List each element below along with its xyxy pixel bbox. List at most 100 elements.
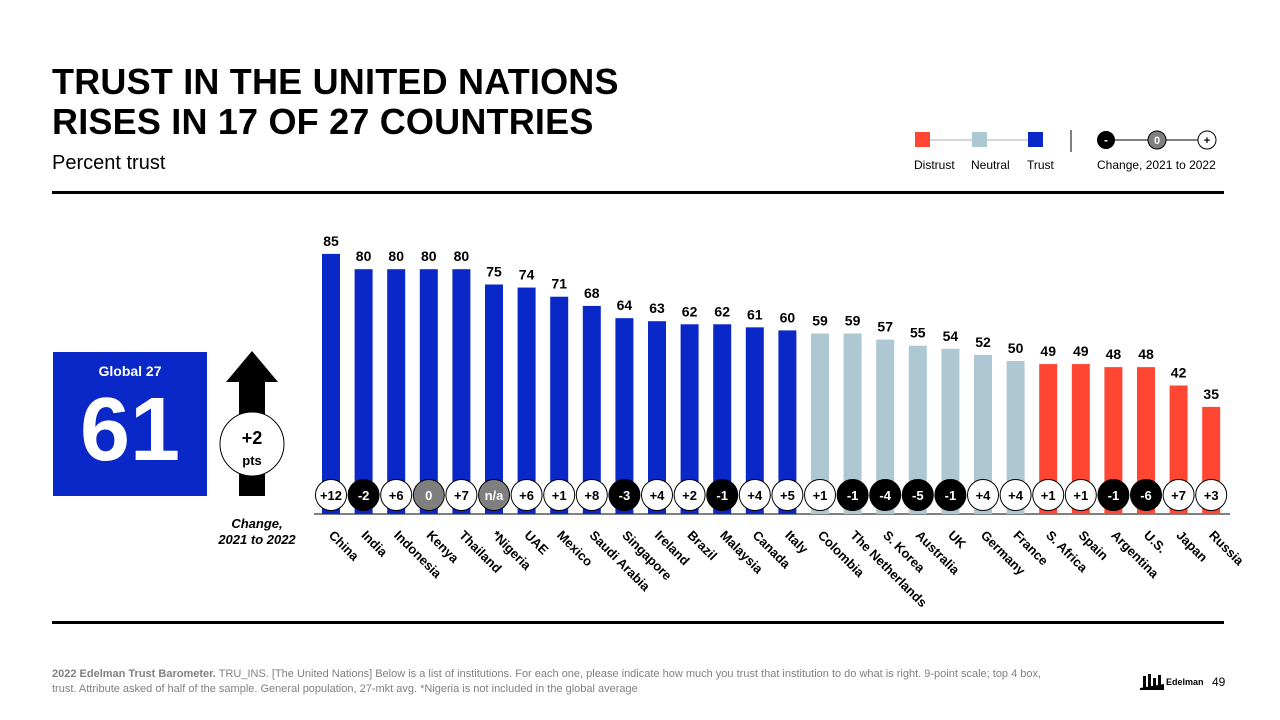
global-27-value: 61 (79, 380, 181, 480)
change-badge (901, 479, 934, 511)
bar-value-label: 35 (1203, 386, 1219, 402)
change-badge (543, 479, 576, 511)
change-badge-value: +4 (650, 488, 666, 503)
change-badge-value: +1 (1041, 488, 1056, 503)
change-badge-value: +7 (454, 488, 469, 503)
bar (843, 333, 862, 514)
footnote-text: TRU_INS. [The United Nations] Below is a… (52, 668, 1042, 695)
bar (941, 348, 960, 514)
bar-value-label: 59 (845, 312, 861, 328)
legend-pos-symbol: + (1204, 135, 1210, 147)
change-badge (1097, 479, 1130, 511)
top-divider (52, 191, 1224, 194)
change-badge-value: +2 (682, 488, 697, 503)
bar (908, 345, 927, 514)
bar-value-label: 42 (1171, 364, 1187, 380)
global-27-label: Global 27 (98, 363, 162, 379)
bar (582, 305, 601, 514)
category-tick-label: UK (945, 528, 969, 552)
change-badge (967, 479, 999, 511)
change-caption-line-2: 2021 to 2022 (218, 532, 296, 547)
page-title: TRUST IN THE UNITED NATIONS RISES IN 17 … (52, 62, 619, 142)
global-change-graphic: +2 pts (219, 351, 285, 496)
change-badge (1032, 479, 1065, 511)
change-badge (347, 479, 380, 511)
footnote: 2022 Edelman Trust Barometer. TRU_INS. [… (52, 667, 1062, 697)
legend-zero-symbol: 0 (1154, 135, 1160, 147)
change-badge-value: -1 (1108, 488, 1120, 503)
change-badge-value: -1 (847, 488, 859, 503)
change-badge-value: +4 (976, 488, 992, 503)
bar (1137, 367, 1155, 514)
bar-value-label: 59 (812, 312, 828, 328)
bar-value-label: 75 (486, 264, 502, 280)
change-badge (706, 479, 739, 511)
change-badge-value: +3 (1204, 488, 1219, 503)
bar (778, 330, 797, 514)
change-badge (412, 479, 445, 511)
bar-value-label: 50 (1008, 340, 1024, 356)
change-badge (575, 479, 608, 511)
change-badge-value: +4 (1008, 488, 1024, 503)
bar-value-label: 54 (943, 328, 959, 344)
change-badge-value: +6 (519, 488, 534, 503)
change-badge (641, 479, 673, 511)
category-tick-label: U.S. (1141, 528, 1169, 556)
bar-value-label: 48 (1106, 346, 1122, 362)
change-badge-value: -1 (945, 488, 957, 503)
bar (1006, 361, 1025, 514)
change-badge-value: +6 (389, 488, 404, 503)
bar (1104, 367, 1123, 514)
bar (713, 324, 732, 514)
change-badge-value: -5 (912, 488, 924, 503)
change-badge-value: +7 (1171, 488, 1186, 503)
bar (485, 284, 503, 514)
page-subtitle: Percent trust (52, 152, 166, 174)
bottom-divider (52, 621, 1224, 624)
bar-value-label: 74 (519, 267, 535, 283)
bar-value-label: 61 (747, 306, 763, 322)
bar (354, 269, 373, 514)
change-badge-value: +5 (780, 488, 795, 503)
bar-value-label: 71 (551, 276, 567, 292)
bar (974, 354, 992, 514)
bar-value-label: 80 (356, 248, 372, 264)
change-badge (836, 479, 869, 511)
change-badge (1064, 479, 1097, 511)
change-badge (1162, 479, 1195, 511)
change-badge-value: -2 (358, 488, 370, 503)
bar (419, 269, 438, 514)
change-badge (1130, 479, 1162, 511)
change-caption: Change, 2021 to 2022 (200, 516, 314, 548)
change-badge-value: +8 (584, 488, 599, 503)
change-badge (380, 479, 413, 511)
bar (517, 287, 536, 514)
legend-label-distrust: Distrust (914, 158, 955, 172)
category-tick-label: China (326, 528, 363, 565)
bar-value-label: 80 (454, 248, 470, 264)
edelman-logo-icon (1140, 674, 1164, 690)
legend-label-trust: Trust (1027, 158, 1054, 172)
brand-name: Edelman (1166, 677, 1204, 687)
legend-label-neutral: Neutral (971, 158, 1010, 172)
bar-value-label: 62 (682, 303, 698, 319)
global-change-badge (219, 411, 285, 477)
change-badge-value: -4 (879, 488, 891, 503)
change-badge (608, 479, 641, 511)
category-tick-label: Russia (1206, 528, 1247, 569)
title-line-1: TRUST IN THE UNITED NATIONS (52, 61, 619, 102)
legend-change-positive (1197, 130, 1217, 150)
bar (1039, 364, 1058, 514)
legend-graphic: - 0 + (915, 130, 1217, 152)
change-badge-value: +1 (1073, 488, 1088, 503)
page-number: 49 (1212, 675, 1226, 689)
change-badge-value: -3 (619, 488, 631, 503)
bar-value-label: 64 (617, 297, 633, 313)
bar-value-label: 49 (1040, 343, 1056, 359)
bar (387, 269, 406, 514)
bar (550, 296, 569, 514)
bar-value-label: 49 (1073, 343, 1089, 359)
change-badge (1195, 479, 1228, 511)
change-caption-line-1: Change, (231, 516, 283, 531)
